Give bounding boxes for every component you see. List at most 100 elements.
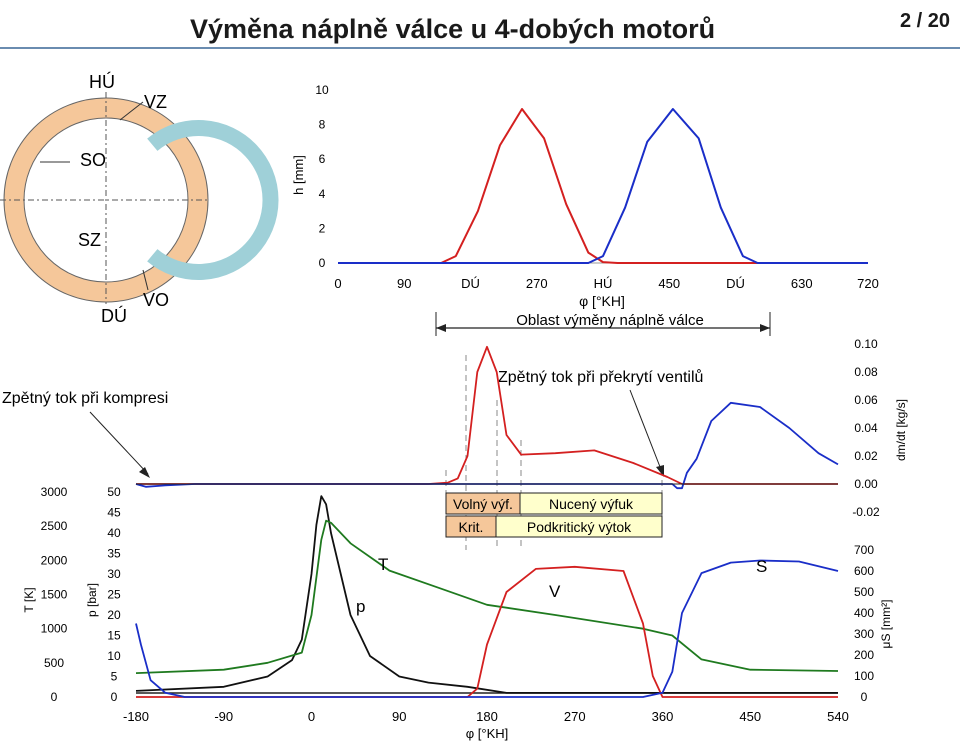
p-axis-tick: 30 bbox=[107, 567, 121, 581]
t-axis-tick: 1500 bbox=[41, 588, 68, 602]
valve-timing-diagram: HÚ VZ SO SZ DÚ VO bbox=[0, 71, 279, 326]
p-axis-tick: 5 bbox=[111, 670, 118, 684]
t-axis-tick: 1000 bbox=[41, 622, 68, 636]
label-so: SO bbox=[80, 150, 106, 170]
label-vo: VO bbox=[143, 290, 169, 310]
range-arrow-right-head bbox=[760, 324, 770, 332]
t-axis-tick: 0 bbox=[51, 690, 58, 704]
main-x-tick: 270 bbox=[564, 709, 586, 724]
lift-y-tick: 10 bbox=[315, 83, 329, 97]
lift-x-tick: DÚ bbox=[726, 276, 745, 291]
intake-lift-line bbox=[338, 108, 868, 264]
header-divider bbox=[0, 47, 960, 49]
box-volny-label: Volný výf. bbox=[453, 496, 513, 512]
main-x-tick: 180 bbox=[476, 709, 498, 724]
range-label: Oblast výměny náplně válce bbox=[516, 312, 704, 329]
box-nuceny-label: Nucený výfuk bbox=[549, 496, 634, 512]
lift-x-tick: 0 bbox=[334, 276, 341, 291]
main-x-tick: 540 bbox=[827, 709, 849, 724]
box-nuceny bbox=[519, 492, 663, 515]
s-axis-tick: 700 bbox=[854, 543, 874, 557]
page-current: 2 bbox=[900, 10, 912, 32]
lift-y-tick: 0 bbox=[319, 256, 326, 270]
main-x-tick: 360 bbox=[652, 709, 674, 724]
pressure-line bbox=[135, 495, 838, 694]
flow-y-tick: 0.04 bbox=[854, 421, 878, 435]
flow-y-tick: 0.06 bbox=[854, 393, 878, 407]
main-x-tick: 90 bbox=[392, 709, 406, 724]
exhaust-phase-boxes: Volný výf. Nucený výfuk Krit. Podkritick… bbox=[445, 492, 663, 538]
flow-y-label: dm/dt [kg/s] bbox=[894, 399, 908, 461]
s-axis-tick: 0 bbox=[861, 690, 868, 704]
valve-lift-chart: h [mm] 0 2 4 6 8 10 0 90 DÚ 270 HÚ 450 DÚ 630 720 φ [… bbox=[291, 83, 879, 336]
s-axis-tick: 200 bbox=[854, 648, 874, 662]
lift-y-tick: 6 bbox=[319, 152, 326, 166]
p-axis-tick: 40 bbox=[107, 526, 121, 540]
t-axis-tick: 2500 bbox=[41, 519, 68, 533]
lift-x-tick: 450 bbox=[658, 276, 680, 291]
range-arrow-left-head bbox=[436, 324, 446, 332]
lift-x-tick: 630 bbox=[791, 276, 813, 291]
vo-marker bbox=[142, 269, 149, 291]
curve-label-p: p bbox=[356, 597, 365, 616]
lift-y-tick: 8 bbox=[319, 118, 326, 132]
lift-y-tick: 2 bbox=[319, 221, 326, 235]
p-axis-tick: 10 bbox=[107, 649, 121, 663]
s-axis-tick: 300 bbox=[854, 627, 874, 641]
exhaust-lift-line bbox=[338, 108, 868, 264]
t-axis-tick: 3000 bbox=[41, 485, 68, 499]
page-total: 20 bbox=[927, 10, 951, 32]
lift-x-tick: 720 bbox=[857, 276, 879, 291]
flow-y-tick: -0.02 bbox=[852, 505, 880, 519]
page-counter: 2 / 20 bbox=[900, 10, 950, 33]
curve-label-s: S bbox=[756, 557, 767, 576]
main-x-tick: 0 bbox=[308, 709, 315, 724]
box-podkrit bbox=[495, 515, 663, 538]
curve-label-t: T bbox=[378, 555, 388, 574]
p-axis-tick: 0 bbox=[111, 690, 118, 704]
intake-flow-line bbox=[135, 401, 839, 490]
main-x-tick: -180 bbox=[123, 709, 149, 724]
mass-flow-chart: -0.02 0.00 0.02 0.04 0.06 0.08 0.10 dm/dt [kg/… bbox=[2, 337, 908, 550]
main-x-tick: 450 bbox=[739, 709, 761, 724]
box-krit-label: Krit. bbox=[459, 519, 484, 535]
box-podkrit-label: Podkritický výtok bbox=[527, 519, 632, 535]
exhaust-area-line bbox=[136, 565, 838, 698]
s-axis-tick: 100 bbox=[854, 669, 874, 683]
label-du: DÚ bbox=[101, 305, 127, 326]
flow-y-tick: 0.08 bbox=[854, 365, 878, 379]
exhaust-flow-line bbox=[136, 345, 838, 485]
p-axis-tick: 25 bbox=[107, 588, 121, 602]
annotation-compression-arrow bbox=[89, 411, 149, 475]
p-axis-tick: 35 bbox=[107, 547, 121, 561]
lift-y-tick: 4 bbox=[319, 187, 326, 201]
lift-x-tick: HÚ bbox=[594, 276, 613, 291]
page-separator: / bbox=[911, 10, 928, 32]
label-vz: VZ bbox=[144, 92, 167, 112]
annotation-compression: Zpětný tok při kompresi bbox=[2, 390, 168, 407]
t-axis-tick: 500 bbox=[44, 656, 64, 670]
inner-ring bbox=[147, 120, 279, 280]
p-axis-tick: 45 bbox=[107, 506, 121, 520]
vz-marker bbox=[119, 101, 144, 121]
s-axis-label: μS [mm²] bbox=[879, 600, 893, 649]
lift-x-label: φ [°KH] bbox=[579, 293, 625, 309]
page-counter-box bbox=[878, 0, 960, 46]
main-x-tick: -90 bbox=[214, 709, 233, 724]
s-axis-tick: 400 bbox=[854, 606, 874, 620]
intake-area-line bbox=[135, 559, 839, 698]
annotation-compression-arrowhead bbox=[139, 467, 150, 478]
label-hu: HÚ bbox=[89, 71, 115, 92]
p-axis-tick: 50 bbox=[107, 485, 121, 499]
main-x-label: φ [°KH] bbox=[466, 726, 509, 741]
lift-x-tick: 270 bbox=[526, 276, 548, 291]
flow-y-tick: 0.10 bbox=[854, 337, 878, 351]
cycle-chart: T [K] p [bar] μS [mm²] 05001000150020002… bbox=[22, 485, 893, 741]
s-axis-tick: 600 bbox=[854, 564, 874, 578]
flow-y-tick: 0.00 bbox=[854, 477, 878, 491]
label-sz: SZ bbox=[78, 230, 101, 250]
lift-x-tick: DÚ bbox=[461, 276, 480, 291]
lift-y-label: h [mm] bbox=[291, 155, 306, 195]
p-axis-tick: 15 bbox=[107, 629, 121, 643]
t-axis-label: T [K] bbox=[22, 587, 36, 612]
